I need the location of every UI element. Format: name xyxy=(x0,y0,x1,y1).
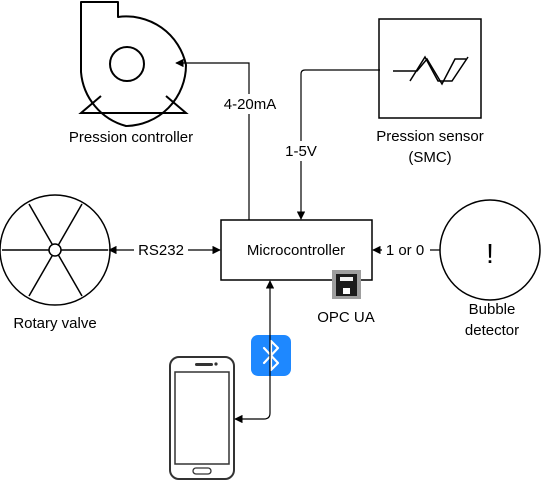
edge-label-rotary-valve: RS232 xyxy=(138,242,184,259)
pression-controller-label: Pression controller xyxy=(69,129,193,146)
opc-ua-label: OPC UA xyxy=(317,309,375,326)
connector-sensor xyxy=(296,69,380,220)
edge-label-bg xyxy=(219,94,281,114)
bubble-detector-label: Bubble xyxy=(469,301,516,318)
edge-label-bubble-detector: 1 or 0 xyxy=(386,242,424,259)
edge-label-bg xyxy=(134,240,188,260)
edge-label-bg xyxy=(382,240,430,260)
connector-smartphone xyxy=(234,280,275,424)
edge-label-controller: 4-20mA xyxy=(224,96,277,113)
pressure-sensor-icon xyxy=(378,18,482,119)
bubble-detector-symbol: ! xyxy=(486,238,494,269)
rotary-valve-icon xyxy=(0,194,111,306)
edge-label-sensor: 1-5V xyxy=(285,143,317,160)
connector-controller xyxy=(175,58,250,220)
pression-sensor-label: Pression sensor xyxy=(376,128,484,145)
bubble-detector-sublabel: detector xyxy=(465,322,519,339)
edge-label-bg xyxy=(283,141,321,161)
bluetooth-icon xyxy=(251,335,291,376)
pression-sensor-sublabel: (SMC) xyxy=(408,149,451,166)
rotary-valve-label: Rotary valve xyxy=(13,315,96,332)
centrifugal-pump-icon xyxy=(78,1,189,127)
smartphone-icon xyxy=(169,356,235,480)
ethernet-port-icon xyxy=(332,270,361,299)
microcontroller-label: Microcontroller xyxy=(247,242,345,259)
